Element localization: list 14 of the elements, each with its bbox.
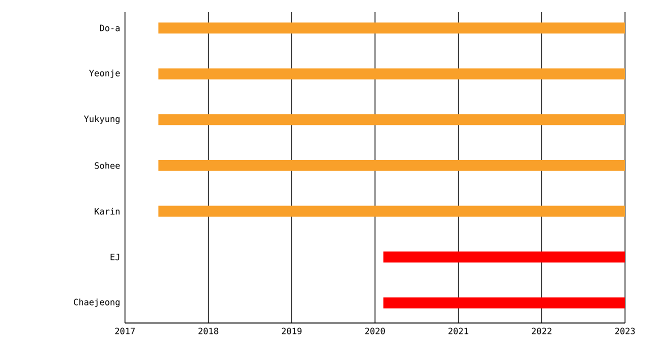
x-tick-label: 2017 [115,328,135,334]
x-tick-label: 2021 [448,328,468,334]
y-tick-label: EJ [110,254,120,260]
y-tick-label: Do-a [100,24,120,32]
x-tick-label: 2020 [365,328,385,334]
y-tick-label: Sohee [94,162,120,169]
y-tick-label: Karin [94,208,120,215]
y-tick-label: Chaejeong [74,298,120,308]
x-tick-label: 2022 [532,328,552,334]
y-tick-label: Yeonje [89,70,120,78]
x-tick-label: 2019 [282,328,302,334]
x-tick-label: 2023 [615,328,635,334]
x-tick-label: 2018 [198,328,218,334]
y-tick-label: Yukyung [84,115,120,124]
